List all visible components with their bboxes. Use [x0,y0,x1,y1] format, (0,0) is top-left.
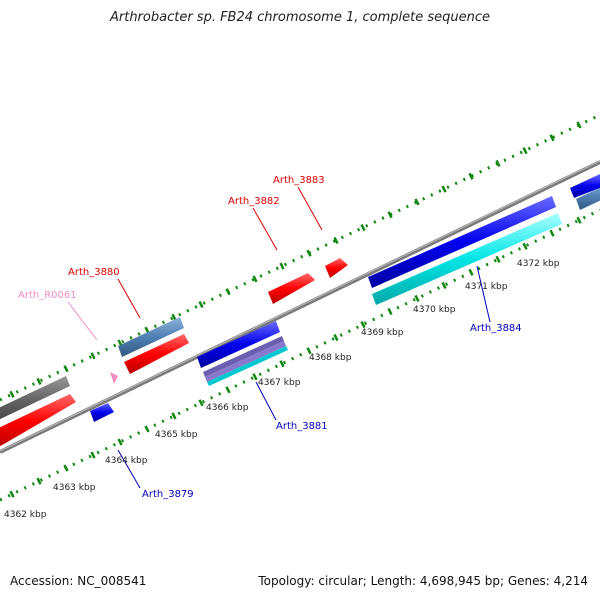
label-leader-lines [67,186,491,489]
gene-label-arth-3879[interactable]: Arth_3879 [142,489,194,500]
cds-arth-3879[interactable] [90,403,114,422]
cds-arth-3882[interactable] [268,273,315,304]
scale-label: 4369 kbp [361,328,404,338]
rna-arth-r0061[interactable] [110,372,118,384]
scale-label: 4372 kbp [517,259,560,269]
scale-label: 4364 kbp [105,456,148,466]
topology-summary: Topology: circular; Length: 4,698,945 bp… [258,574,588,588]
feature-arth-3881-stack[interactable] [203,336,288,386]
scale-label: 4365 kbp [155,430,198,440]
outer-tick-track [0,113,600,402]
gene-label-arth-r0061[interactable]: Arth_R0061 [18,290,77,301]
feature-gray[interactable] [0,376,70,422]
gene-label-arth-3883[interactable]: Arth_3883 [273,175,325,186]
scale-label: 4366 kbp [206,403,249,413]
scale-labels: 4362 kbp 4363 kbp 4364 kbp 4365 kbp 4366 kbp… [4,259,560,520]
map-title: Arthrobacter sp. FB24 chromosome 1, comp… [109,10,491,25]
backbone [0,160,600,454]
gene-label-arth-3880[interactable]: Arth_3880 [68,267,120,278]
gene-label-arth-3884[interactable]: Arth_3884 [470,323,522,334]
scale-label: 4363 kbp [53,483,96,493]
feature-steelblue-arth-3880-region[interactable] [118,317,184,357]
scale-label: 4362 kbp [4,510,47,520]
cds-arth-3881[interactable] [197,321,280,368]
feature-cyan-arth-3884[interactable] [372,213,562,305]
inner-tick-track [0,208,600,502]
cds-arth-3880[interactable] [124,334,189,374]
scale-label: 4367 kbp [258,378,301,388]
gene-labels: Arth_3883 Arth_3882 Arth_3880 Arth_R0061 Art… [18,175,522,500]
scale-label: 4370 kbp [413,305,456,315]
accession-text: Accession: NC_008541 [10,574,147,588]
gene-label-arth-3882[interactable]: Arth_3882 [228,196,280,207]
cds-arth-3883[interactable] [325,258,348,278]
gene-label-arth-3881[interactable]: Arth_3881 [276,421,328,432]
scale-label: 4371 kbp [465,282,508,292]
cds-reverse-right-top[interactable] [570,174,600,198]
feature-steelblue-right[interactable] [576,183,600,210]
cds-arth-3884-reverse[interactable] [368,196,556,288]
scale-label: 4368 kbp [309,353,352,363]
cds-forward-left[interactable] [0,394,76,448]
